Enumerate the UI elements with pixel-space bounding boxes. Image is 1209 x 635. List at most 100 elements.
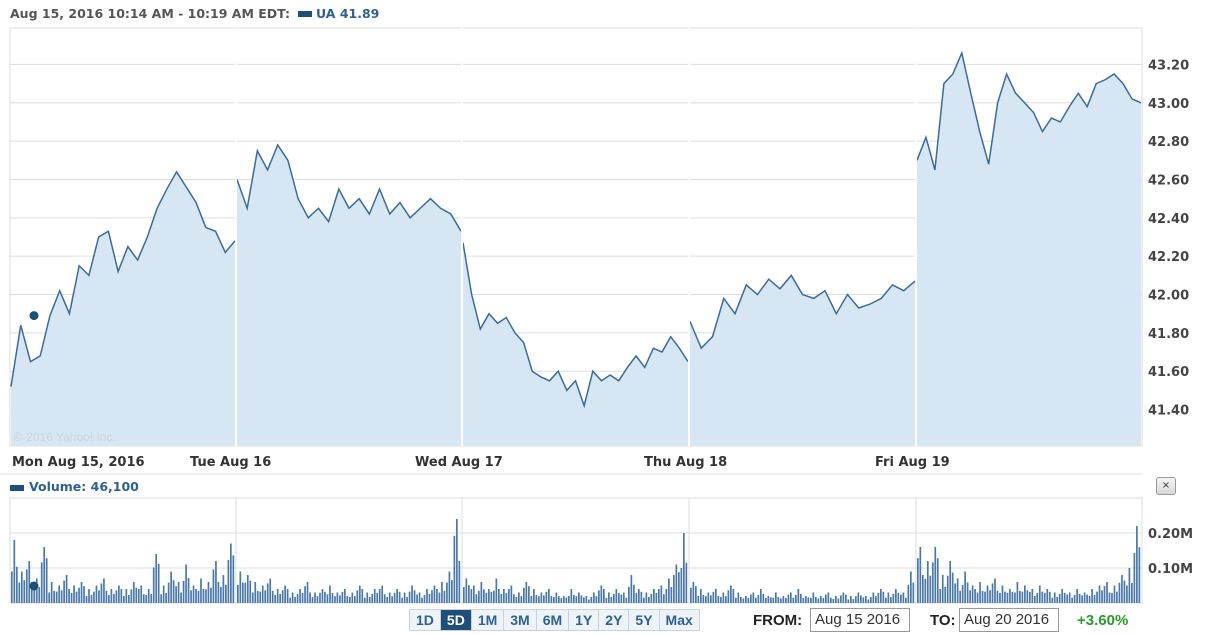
y-tick-label: 43.00 bbox=[1148, 97, 1189, 112]
volume-bar bbox=[623, 592, 625, 603]
volume-bar bbox=[276, 589, 279, 603]
range-2y[interactable]: 2Y bbox=[598, 609, 630, 631]
volume-bar bbox=[578, 592, 580, 603]
volume-bar bbox=[98, 590, 100, 603]
volume-bar bbox=[1053, 592, 1056, 603]
volume-bar bbox=[991, 583, 994, 603]
volume-bar bbox=[805, 596, 807, 603]
range-max[interactable]: Max bbox=[658, 609, 700, 631]
volume-bar bbox=[1098, 585, 1101, 603]
volume-bar bbox=[251, 592, 254, 603]
close-volume-button[interactable]: × bbox=[1156, 477, 1176, 495]
volume-bar bbox=[563, 596, 565, 603]
volume-bar bbox=[113, 593, 115, 603]
volume-bar bbox=[1088, 596, 1091, 603]
volume-bar bbox=[85, 596, 88, 603]
volume-bar bbox=[628, 586, 630, 603]
volume-bar bbox=[428, 593, 431, 603]
volume-bar bbox=[807, 597, 810, 603]
volume-bar bbox=[465, 578, 468, 603]
volume-bar bbox=[453, 535, 456, 603]
price-line-day-1 bbox=[236, 143, 462, 232]
volume-bar bbox=[690, 587, 692, 603]
volume-bar bbox=[986, 585, 989, 603]
volume-bar bbox=[951, 572, 954, 603]
volume-bar bbox=[269, 578, 272, 603]
volume-bar bbox=[732, 589, 735, 603]
volume-bar bbox=[653, 589, 655, 603]
volume-bar bbox=[665, 588, 668, 603]
volume-bar bbox=[73, 585, 75, 603]
volume-bar bbox=[321, 589, 324, 603]
volume-bar bbox=[802, 597, 805, 603]
x-tick-label: Fri Aug 19 bbox=[875, 455, 950, 470]
range-3m[interactable]: 3M bbox=[503, 609, 537, 631]
volume-bar bbox=[1026, 590, 1029, 603]
volume-bar bbox=[897, 592, 900, 603]
volume-bar bbox=[294, 596, 296, 603]
volume-bar bbox=[966, 582, 969, 603]
volume-bar bbox=[1071, 597, 1073, 603]
price-area-day-3 bbox=[690, 275, 915, 446]
volume-bar bbox=[60, 590, 63, 603]
volume-bar bbox=[470, 589, 473, 603]
volume-bar bbox=[50, 582, 53, 603]
volume-bar bbox=[1091, 589, 1093, 603]
volume-bar bbox=[406, 596, 408, 603]
volume-bar bbox=[326, 594, 329, 603]
volume-bar bbox=[974, 589, 976, 603]
volume-bar bbox=[765, 597, 767, 603]
volume-bar bbox=[68, 589, 70, 603]
volume-bar bbox=[762, 593, 765, 603]
time-range: Aug 15, 2016 10:14 AM - 10:19 AM EDT: bbox=[10, 6, 291, 21]
volume-bar bbox=[588, 599, 590, 603]
volume-bar bbox=[411, 585, 413, 603]
volume-bar bbox=[934, 547, 937, 603]
range-1y[interactable]: 1Y bbox=[568, 609, 600, 631]
volume-bar bbox=[1036, 592, 1039, 603]
volume-bar bbox=[408, 591, 411, 603]
volume-bar bbox=[630, 575, 633, 603]
to-date-input[interactable]: Aug 20 2016 bbox=[959, 608, 1059, 632]
volume-bar bbox=[800, 593, 802, 603]
volume-bar bbox=[1076, 589, 1078, 603]
volume-bar bbox=[366, 592, 369, 603]
volume-bar bbox=[610, 596, 613, 603]
volume-bar bbox=[1031, 589, 1034, 603]
from-date-input[interactable]: Aug 15 2016 bbox=[810, 608, 910, 632]
x-tick-label: Tue Aug 16 bbox=[190, 455, 271, 470]
volume-bar bbox=[299, 589, 301, 603]
volume-bar bbox=[48, 592, 51, 603]
volume-bar bbox=[309, 592, 311, 603]
volume-bar bbox=[850, 596, 852, 603]
volume-bar bbox=[413, 590, 416, 603]
volume-bar bbox=[675, 564, 678, 603]
volume-bar bbox=[635, 592, 638, 603]
volume-bar bbox=[1086, 594, 1088, 603]
volume-bar bbox=[256, 590, 259, 603]
range-1m[interactable]: 1M bbox=[470, 609, 505, 631]
range-5y[interactable]: 5Y bbox=[628, 609, 660, 631]
volume-bar bbox=[949, 561, 952, 603]
volume-bar bbox=[135, 587, 138, 603]
volume-bar bbox=[23, 580, 26, 603]
volume-bar bbox=[237, 584, 239, 603]
range-5d[interactable]: 5D bbox=[439, 609, 472, 631]
volume-bar bbox=[353, 596, 356, 603]
volume-bar bbox=[140, 585, 143, 603]
volume-bar bbox=[488, 589, 490, 603]
volume-bar bbox=[880, 589, 882, 603]
volume-bar bbox=[423, 594, 426, 603]
volume-bar bbox=[150, 593, 153, 603]
volume-bar bbox=[969, 590, 971, 603]
range-1d[interactable]: 1D bbox=[409, 609, 441, 631]
volume-bar bbox=[712, 591, 715, 603]
volume-bar bbox=[356, 590, 359, 603]
volume-bar bbox=[1063, 592, 1066, 603]
volume-bar bbox=[215, 561, 217, 603]
volume-bar bbox=[145, 594, 148, 603]
volume-bar bbox=[568, 596, 570, 603]
volume-bar bbox=[1029, 591, 1031, 603]
range-6m[interactable]: 6M bbox=[535, 609, 570, 631]
